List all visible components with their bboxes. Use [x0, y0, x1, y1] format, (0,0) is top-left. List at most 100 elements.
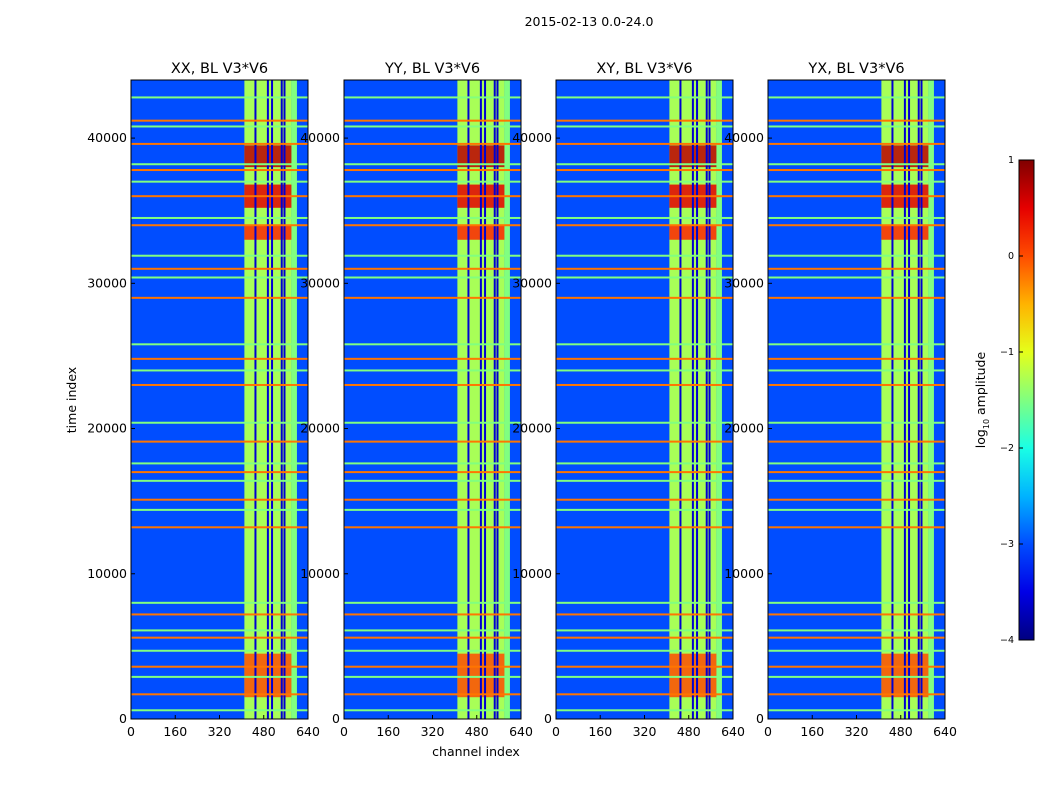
colorbar-tick-label: −3 [1000, 539, 1014, 550]
time-line [768, 383, 945, 386]
time-line [556, 709, 733, 712]
time-line [556, 526, 733, 529]
time-line [131, 421, 308, 424]
x-tick-label: 160 [376, 724, 400, 739]
x-tick-label: 0 [552, 724, 560, 739]
colorbar-scale [1018, 159, 1035, 641]
time-line [556, 216, 733, 219]
time-line [768, 276, 945, 279]
time-line [556, 421, 733, 424]
colorbar-tick-label: −1 [1000, 347, 1014, 358]
rfi-band [504, 80, 510, 719]
y-tick-label: 20000 [300, 421, 340, 436]
x-tick-label: 160 [588, 724, 612, 739]
time-line [768, 119, 945, 122]
time-line [344, 462, 521, 465]
channel-line [891, 80, 894, 719]
y-tick-label: 0 [544, 711, 552, 726]
y-tick-label: 30000 [87, 275, 127, 290]
time-line [768, 665, 945, 668]
channel-line [467, 80, 470, 719]
time-line [556, 357, 733, 360]
time-line [768, 471, 945, 474]
time-line [556, 508, 733, 511]
time-line [344, 383, 521, 386]
time-line [131, 471, 308, 474]
time-line [131, 693, 308, 696]
time-line [556, 119, 733, 122]
time-line [556, 462, 733, 465]
x-tick-label: 480 [465, 724, 489, 739]
channel-line [479, 80, 482, 719]
x-tick-label: 480 [252, 724, 276, 739]
time-line [768, 169, 945, 172]
time-line [768, 440, 945, 443]
time-line [344, 479, 521, 482]
time-line [344, 163, 521, 166]
panels: XX, BL V3*V6 0 160 320 480 640 0 10000 20000 3000… [87, 61, 957, 739]
time-line [131, 369, 308, 372]
time-line [344, 636, 521, 639]
time-line [344, 142, 521, 145]
time-line [556, 383, 733, 386]
panel-xy: XY, BL V3*V6 0 160 320 480 640 0 10000 20000 3000… [512, 61, 745, 739]
time-line [768, 526, 945, 529]
time-line [768, 125, 945, 128]
time-line [768, 163, 945, 166]
time-line [131, 142, 308, 145]
time-line [556, 440, 733, 443]
time-line [768, 613, 945, 616]
x-tick-label: 320 [845, 724, 869, 739]
time-line [344, 357, 521, 360]
time-line [344, 613, 521, 616]
x-tick-label: 0 [340, 724, 348, 739]
panel-yy: YY, BL V3*V6 0 160 320 480 640 0 10000 20000 3000… [300, 61, 533, 739]
time-line [131, 296, 308, 299]
time-line [344, 709, 521, 712]
time-line [131, 195, 308, 198]
colorbar-tick-label: 1 [1008, 155, 1014, 166]
time-line [131, 216, 308, 219]
rfi-band [291, 80, 297, 719]
colorbar-tick-label: −4 [1000, 635, 1014, 646]
channel-line [679, 80, 682, 719]
time-line [131, 601, 308, 604]
time-line [556, 267, 733, 270]
y-tick-label: 30000 [300, 275, 340, 290]
time-line [768, 462, 945, 465]
time-line [131, 508, 308, 511]
time-line [556, 296, 733, 299]
time-line [768, 479, 945, 482]
colorbar-tick-label: −2 [1000, 443, 1014, 454]
time-line [131, 119, 308, 122]
channel-line [254, 80, 257, 719]
channel-line [484, 80, 487, 719]
time-line [556, 498, 733, 501]
time-line [344, 169, 521, 172]
colorbar-tick-label: 0 [1008, 251, 1014, 262]
y-tick-label: 40000 [724, 130, 764, 145]
channel-line [917, 80, 920, 719]
time-line [768, 96, 945, 99]
time-line [556, 195, 733, 198]
x-tick-label: 320 [208, 724, 232, 739]
time-line [768, 636, 945, 639]
channel-line [708, 80, 711, 719]
time-line [556, 601, 733, 604]
y-tick-label: 0 [119, 711, 127, 726]
time-line [344, 216, 521, 219]
y-tick-label: 20000 [724, 421, 764, 436]
y-tick-label: 40000 [87, 130, 127, 145]
x-tick-label: 320 [633, 724, 657, 739]
time-line [131, 125, 308, 128]
y-tick-label: 0 [756, 711, 764, 726]
time-line [556, 180, 733, 183]
time-line [344, 343, 521, 346]
y-tick-label: 20000 [512, 421, 552, 436]
time-line [556, 254, 733, 257]
time-line [344, 421, 521, 424]
time-line [131, 479, 308, 482]
time-line [556, 613, 733, 616]
rfi-band [716, 80, 722, 719]
time-line [344, 96, 521, 99]
